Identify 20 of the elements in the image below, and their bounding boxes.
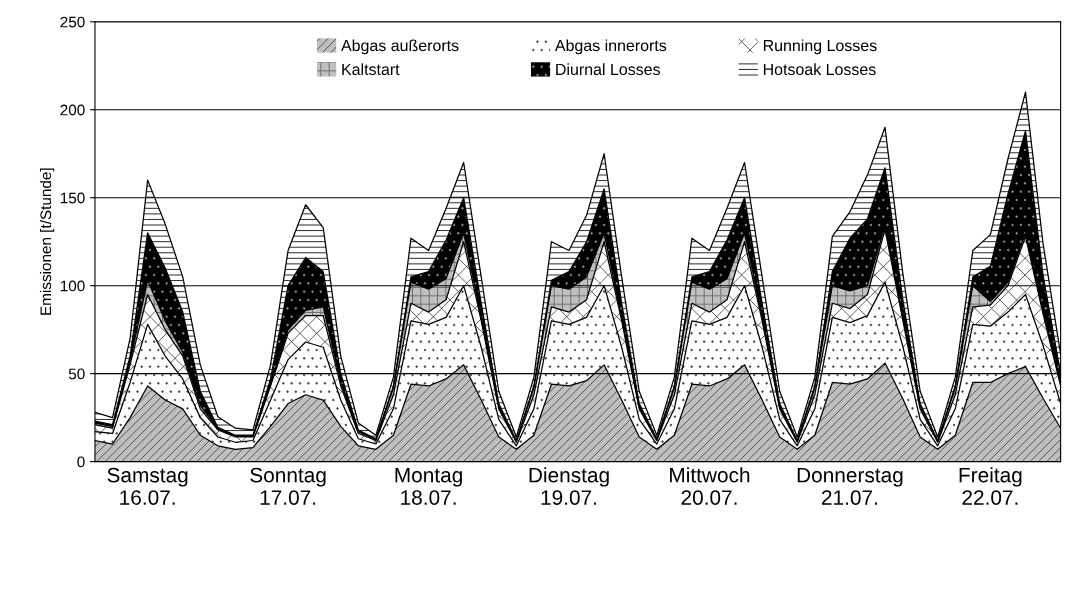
x-tick-label: Samstag 16.07.	[107, 467, 188, 505]
y-tick-label: 250	[60, 16, 85, 28]
x-tick-label: Mittwoch 20.07.	[670, 467, 750, 505]
legend-label: Abgas außerorts	[341, 39, 459, 55]
y-tick-label: 50	[68, 368, 85, 380]
x-tick-label: Freitag 22.07.	[959, 467, 1022, 505]
y-axis-title: Emissionen [t/Stunde]	[39, 168, 55, 315]
y-tick-label: 200	[60, 104, 85, 116]
legend-label: Hotsoak Losses	[763, 63, 876, 76]
y-tick-label: 150	[60, 192, 85, 204]
legend-label: Running Losses	[763, 39, 877, 55]
x-tick-label: Dienstag 19.07.	[529, 467, 609, 505]
legend-label: Abgas innerorts	[554, 39, 667, 55]
y-tick-label: 0	[77, 456, 85, 468]
x-tick-label: Donnerstag 21.07.	[797, 467, 903, 505]
x-tick-label: Montag 18.07.	[395, 467, 462, 505]
legend-label: Diurnal Losses	[556, 63, 660, 76]
y-tick-label: 100	[60, 280, 85, 292]
x-tick-label: Sonntag 17.07.	[250, 467, 326, 505]
legend-label: Kaltstart	[342, 63, 400, 76]
